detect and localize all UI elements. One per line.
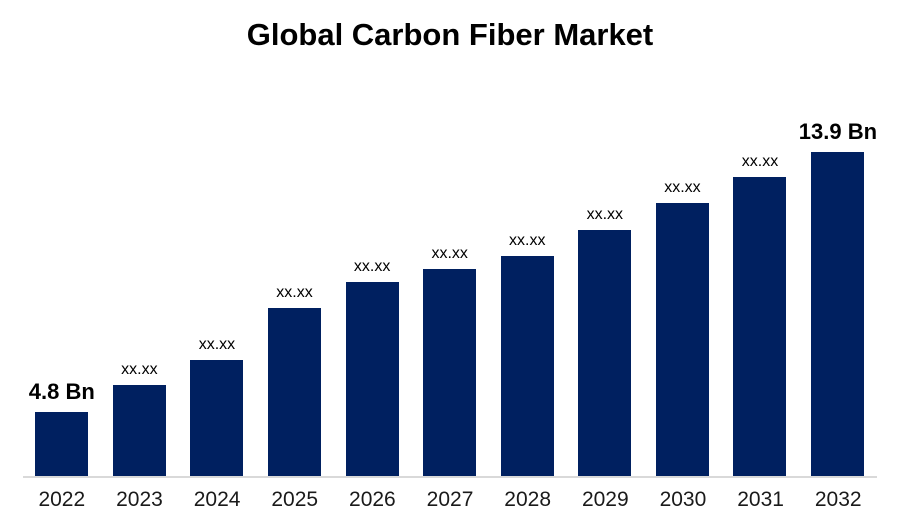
x-tick-2032: 2032 bbox=[814, 488, 862, 511]
bar-column-2025: xx.xx bbox=[256, 284, 334, 476]
x-tick-2024: 2024 bbox=[193, 488, 241, 511]
bar-column-2032: 13.9 Bn bbox=[798, 118, 878, 476]
bar-value-label-2024: xx.xx bbox=[198, 336, 236, 354]
bar-column-2023: xx.xx bbox=[101, 361, 179, 476]
bar-2027 bbox=[423, 269, 477, 476]
x-axis-labels: 2022 2023 2024 2025 2026 2027 2028 2029 2030 2031… bbox=[23, 488, 877, 512]
bar-column-2022: 4.8 Bn bbox=[23, 378, 101, 476]
x-axis-line bbox=[23, 476, 877, 478]
chart-title: Global Carbon Fiber Market bbox=[246, 17, 654, 52]
bar-value-label-2023: xx.xx bbox=[121, 361, 158, 379]
bar-column-2031: xx.xx bbox=[721, 153, 799, 476]
bar-value-label-2028: xx.xx bbox=[509, 232, 546, 250]
bar-2025 bbox=[268, 308, 322, 476]
bar-column-2026: xx.xx bbox=[333, 258, 411, 476]
bar-2032 bbox=[811, 152, 865, 476]
bar-2029 bbox=[578, 230, 632, 476]
bar-column-2030: xx.xx bbox=[644, 179, 722, 476]
bars-row: 4.8 Bn xx.xx xx.xx xx.xx xx.xx xx.xx xx.xx xx.x… bbox=[23, 118, 878, 476]
x-tick-2025: 2025 bbox=[271, 488, 319, 511]
bar-value-label-2032: 13.9 Bn bbox=[798, 118, 878, 144]
bar-2022 bbox=[35, 412, 89, 476]
bar-2028 bbox=[500, 256, 554, 476]
bar-value-label-2026: xx.xx bbox=[353, 258, 391, 276]
bar-value-label-2027: xx.xx bbox=[431, 245, 468, 263]
x-tick-2028: 2028 bbox=[504, 488, 552, 511]
bar-column-2028: xx.xx bbox=[488, 232, 566, 476]
x-tick-2027: 2027 bbox=[426, 488, 474, 511]
x-tick-2029: 2029 bbox=[581, 488, 629, 511]
bar-2030 bbox=[655, 203, 709, 476]
x-tick-2022: 2022 bbox=[38, 488, 86, 511]
bar-value-label-2022: 4.8 Bn bbox=[28, 378, 95, 404]
bar-2024 bbox=[190, 360, 244, 476]
bar-value-label-2025: xx.xx bbox=[276, 284, 313, 302]
bar-2031 bbox=[733, 177, 787, 476]
x-tick-2023: 2023 bbox=[116, 488, 163, 511]
x-tick-2026: 2026 bbox=[349, 488, 396, 511]
bar-value-label-2031: xx.xx bbox=[741, 153, 779, 171]
bar-column-2027: xx.xx bbox=[411, 245, 489, 476]
bar-value-label-2030: xx.xx bbox=[664, 179, 701, 197]
x-tick-2030: 2030 bbox=[659, 488, 707, 511]
x-tick-2031: 2031 bbox=[737, 488, 784, 511]
bar-column-2024: xx.xx bbox=[178, 336, 256, 476]
bar-2026 bbox=[345, 282, 399, 476]
bar-2023 bbox=[112, 385, 166, 476]
bar-value-label-2029: xx.xx bbox=[586, 206, 624, 224]
bar-column-2029: xx.xx bbox=[566, 206, 644, 476]
